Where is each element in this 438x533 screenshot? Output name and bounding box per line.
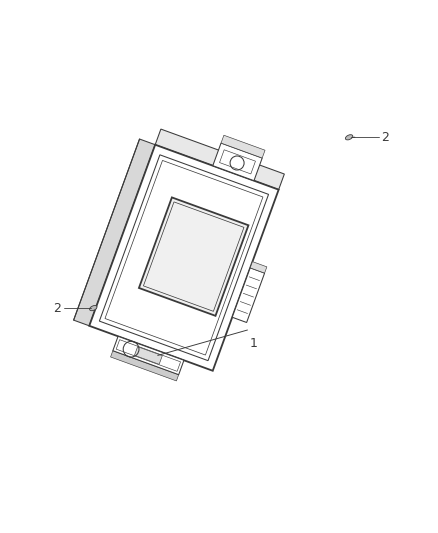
Text: 1: 1	[250, 336, 258, 350]
Ellipse shape	[90, 305, 97, 311]
Polygon shape	[99, 155, 268, 361]
Polygon shape	[113, 336, 184, 375]
Ellipse shape	[346, 135, 353, 140]
Polygon shape	[221, 135, 265, 158]
Polygon shape	[105, 160, 263, 355]
Polygon shape	[250, 262, 267, 273]
Polygon shape	[232, 268, 265, 322]
Polygon shape	[89, 145, 279, 371]
Polygon shape	[110, 351, 179, 381]
Polygon shape	[139, 197, 248, 316]
Polygon shape	[213, 143, 262, 181]
Text: 2: 2	[53, 302, 61, 314]
Polygon shape	[134, 346, 162, 365]
Polygon shape	[74, 139, 155, 326]
Text: 2: 2	[381, 131, 389, 144]
Polygon shape	[155, 129, 284, 190]
